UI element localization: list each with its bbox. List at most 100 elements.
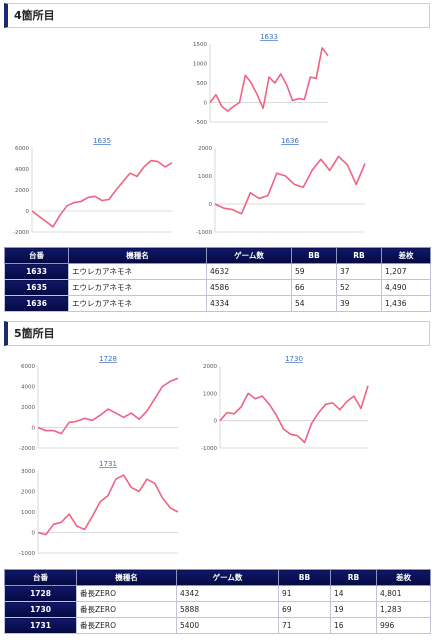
y-tick-label: 2000 [203, 364, 217, 370]
series-line [37, 474, 179, 536]
machine-table-4: 台番 機種名 ゲーム数 BB RB 差枚 1633 エウレカアネモネ 4632 … [4, 247, 431, 312]
rb-cell: 16 [330, 617, 377, 634]
table-row: 1636 エウレカアネモネ 4334 54 39 1,436 [4, 295, 431, 312]
games-cell: 5888 [176, 601, 279, 618]
y-tick-label: 0 [32, 426, 36, 432]
y-tick-label: 0 [204, 101, 208, 107]
header-diff: 差枚 [376, 569, 431, 586]
bb-cell: 54 [291, 295, 337, 312]
header-games: ゲーム数 [206, 247, 292, 264]
y-tick-label: 1000 [203, 391, 217, 397]
y-tick-label: 6000 [15, 146, 29, 152]
series-line [219, 385, 369, 444]
table-row: 1731 番長ZERO 5400 71 16 996 [4, 617, 431, 634]
table-header-row: 台番 機種名 ゲーム数 BB RB 差枚 [4, 247, 431, 264]
diff-cell: 1,283 [376, 601, 431, 618]
games-cell: 4334 [206, 295, 292, 312]
table-row: 1635 エウレカアネモネ 4586 66 52 4,490 [4, 279, 431, 296]
y-tick-label: 0 [209, 202, 213, 208]
bb-cell: 66 [291, 279, 337, 296]
bb-cell: 71 [278, 617, 331, 634]
header-bb: BB [291, 247, 337, 264]
unit-number-cell[interactable]: 1633 [4, 263, 69, 280]
unit-number-cell[interactable]: 1635 [4, 279, 69, 296]
y-tick-label: -500 [195, 120, 208, 126]
machine-name-cell: 番長ZERO [76, 617, 177, 634]
rb-cell: 39 [336, 295, 382, 312]
bb-cell: 59 [291, 263, 337, 280]
chart-title-link[interactable]: 1728 [99, 355, 117, 363]
y-tick-label: -1000 [19, 551, 35, 557]
section-heading-5: 5箇所目 [4, 321, 430, 346]
diff-cell: 1,436 [381, 295, 431, 312]
y-tick-label: 1500 [193, 42, 207, 48]
header-unit-number: 台番 [4, 247, 69, 264]
chart-title-link[interactable]: 1730 [285, 355, 303, 363]
series-line [37, 377, 179, 435]
table-row: 1730 番長ZERO 5888 69 19 1,283 [4, 601, 431, 618]
header-rb: RB [336, 247, 382, 264]
chart-title-link[interactable]: 1633 [260, 33, 278, 41]
header-unit-number: 台番 [4, 569, 77, 586]
unit-number-cell[interactable]: 1730 [4, 601, 77, 618]
y-tick-label: 0 [214, 419, 218, 425]
diff-cell: 4,490 [381, 279, 431, 296]
y-tick-label: -2000 [13, 230, 29, 236]
bb-cell: 91 [278, 585, 331, 602]
unit-number-cell[interactable]: 1731 [4, 617, 77, 634]
chart-title-link[interactable]: 1635 [93, 137, 111, 145]
chart-1728: 1728 6000 4000 2000 0 -2000 [16, 354, 184, 454]
series-line [209, 47, 329, 112]
chart-1730: 1730 2000 1000 0 -1000 [198, 354, 374, 454]
unit-number-cell[interactable]: 1728 [4, 585, 77, 602]
rb-cell: 52 [336, 279, 382, 296]
table-header-row: 台番 機種名 ゲーム数 BB RB 差枚 [4, 569, 431, 586]
header-rb: RB [330, 569, 377, 586]
rb-cell: 19 [330, 601, 377, 618]
y-tick-label: -1000 [201, 446, 217, 452]
y-tick-label: -2000 [19, 446, 35, 452]
y-tick-label: 6000 [21, 364, 35, 370]
machine-name-cell: エウレカアネモネ [68, 263, 207, 280]
y-tick-label: 0 [26, 209, 30, 215]
unit-number-cell[interactable]: 1636 [4, 295, 69, 312]
y-tick-label: 2000 [198, 146, 212, 152]
header-machine-name: 機種名 [76, 569, 177, 586]
y-tick-label: 0 [32, 531, 36, 537]
section-heading-4: 4箇所目 [4, 3, 430, 28]
header-games: ゲーム数 [176, 569, 279, 586]
chart-1731: 1731 3000 2000 1000 0 -1000 [16, 459, 184, 559]
y-tick-label: 1000 [193, 62, 207, 68]
chart-1636: 1636 2000 1000 0 -1000 [193, 136, 371, 238]
y-tick-label: 500 [197, 81, 208, 87]
machine-name-cell: 番長ZERO [76, 585, 177, 602]
machine-name-cell: エウレカアネモネ [68, 279, 207, 296]
chart-title-link[interactable]: 1636 [281, 137, 299, 145]
table-row: 1728 番長ZERO 4342 91 14 4,801 [4, 585, 431, 602]
chart-1635: 1635 6000 4000 2000 0 -2000 [10, 136, 178, 238]
y-tick-label: 3000 [21, 469, 35, 475]
diff-cell: 4,801 [376, 585, 431, 602]
games-cell: 4632 [206, 263, 292, 280]
series-line [31, 159, 173, 228]
rb-cell: 14 [330, 585, 377, 602]
header-bb: BB [278, 569, 331, 586]
y-tick-label: 2000 [15, 188, 29, 194]
table-row: 1633 エウレカアネモネ 4632 59 37 1,207 [4, 263, 431, 280]
header-machine-name: 機種名 [68, 247, 207, 264]
diff-cell: 996 [376, 617, 431, 634]
rb-cell: 37 [336, 263, 382, 280]
y-tick-label: 1000 [198, 174, 212, 180]
y-tick-label: 1000 [21, 510, 35, 516]
games-cell: 4342 [176, 585, 279, 602]
machine-name-cell: エウレカアネモネ [68, 295, 207, 312]
y-tick-label: 2000 [21, 405, 35, 411]
chart-1633: 1633 1500 1000 500 0 -500 [188, 32, 334, 128]
y-tick-label: 4000 [21, 385, 35, 391]
machine-table-5: 台番 機種名 ゲーム数 BB RB 差枚 1728 番長ZERO 4342 91… [4, 569, 431, 634]
y-tick-label: 4000 [15, 167, 29, 173]
games-cell: 4586 [206, 279, 292, 296]
chart-title-link[interactable]: 1731 [99, 460, 117, 468]
bb-cell: 69 [278, 601, 331, 618]
header-diff: 差枚 [381, 247, 431, 264]
